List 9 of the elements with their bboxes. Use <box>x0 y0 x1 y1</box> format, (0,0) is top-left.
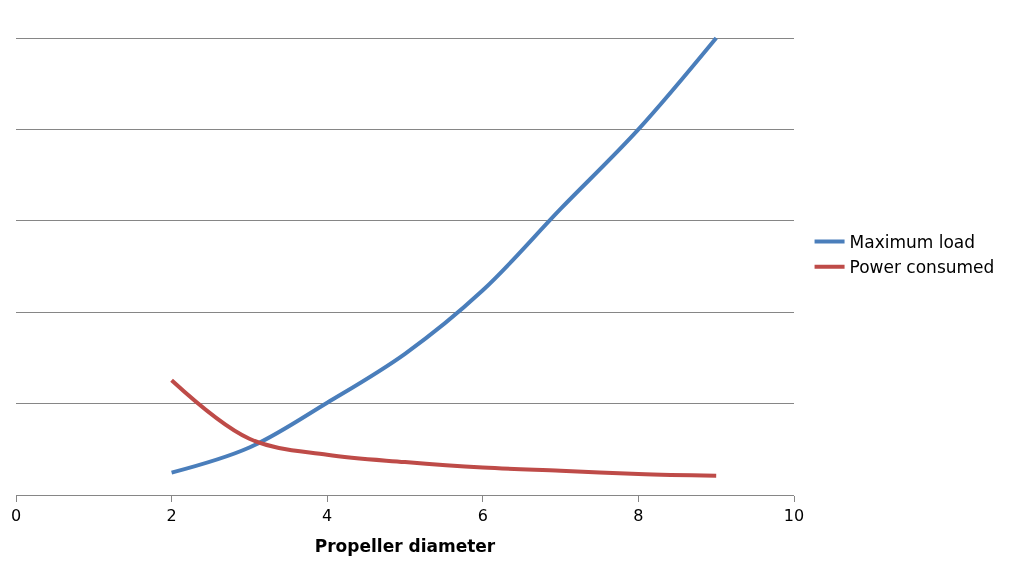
x-tick-label: 6 <box>477 506 488 526</box>
legend-label: Power consumed <box>849 257 995 278</box>
x-tick-label: 2 <box>166 506 177 526</box>
x-axis-title: Propeller diameter <box>314 535 496 556</box>
x-tick-label: 0 <box>10 506 22 526</box>
x-tick-label: 4 <box>322 506 333 526</box>
x-tick-label: 8 <box>633 506 644 526</box>
x-tick-label: 10 <box>783 506 805 526</box>
legend-label: Maximum load <box>849 232 976 253</box>
